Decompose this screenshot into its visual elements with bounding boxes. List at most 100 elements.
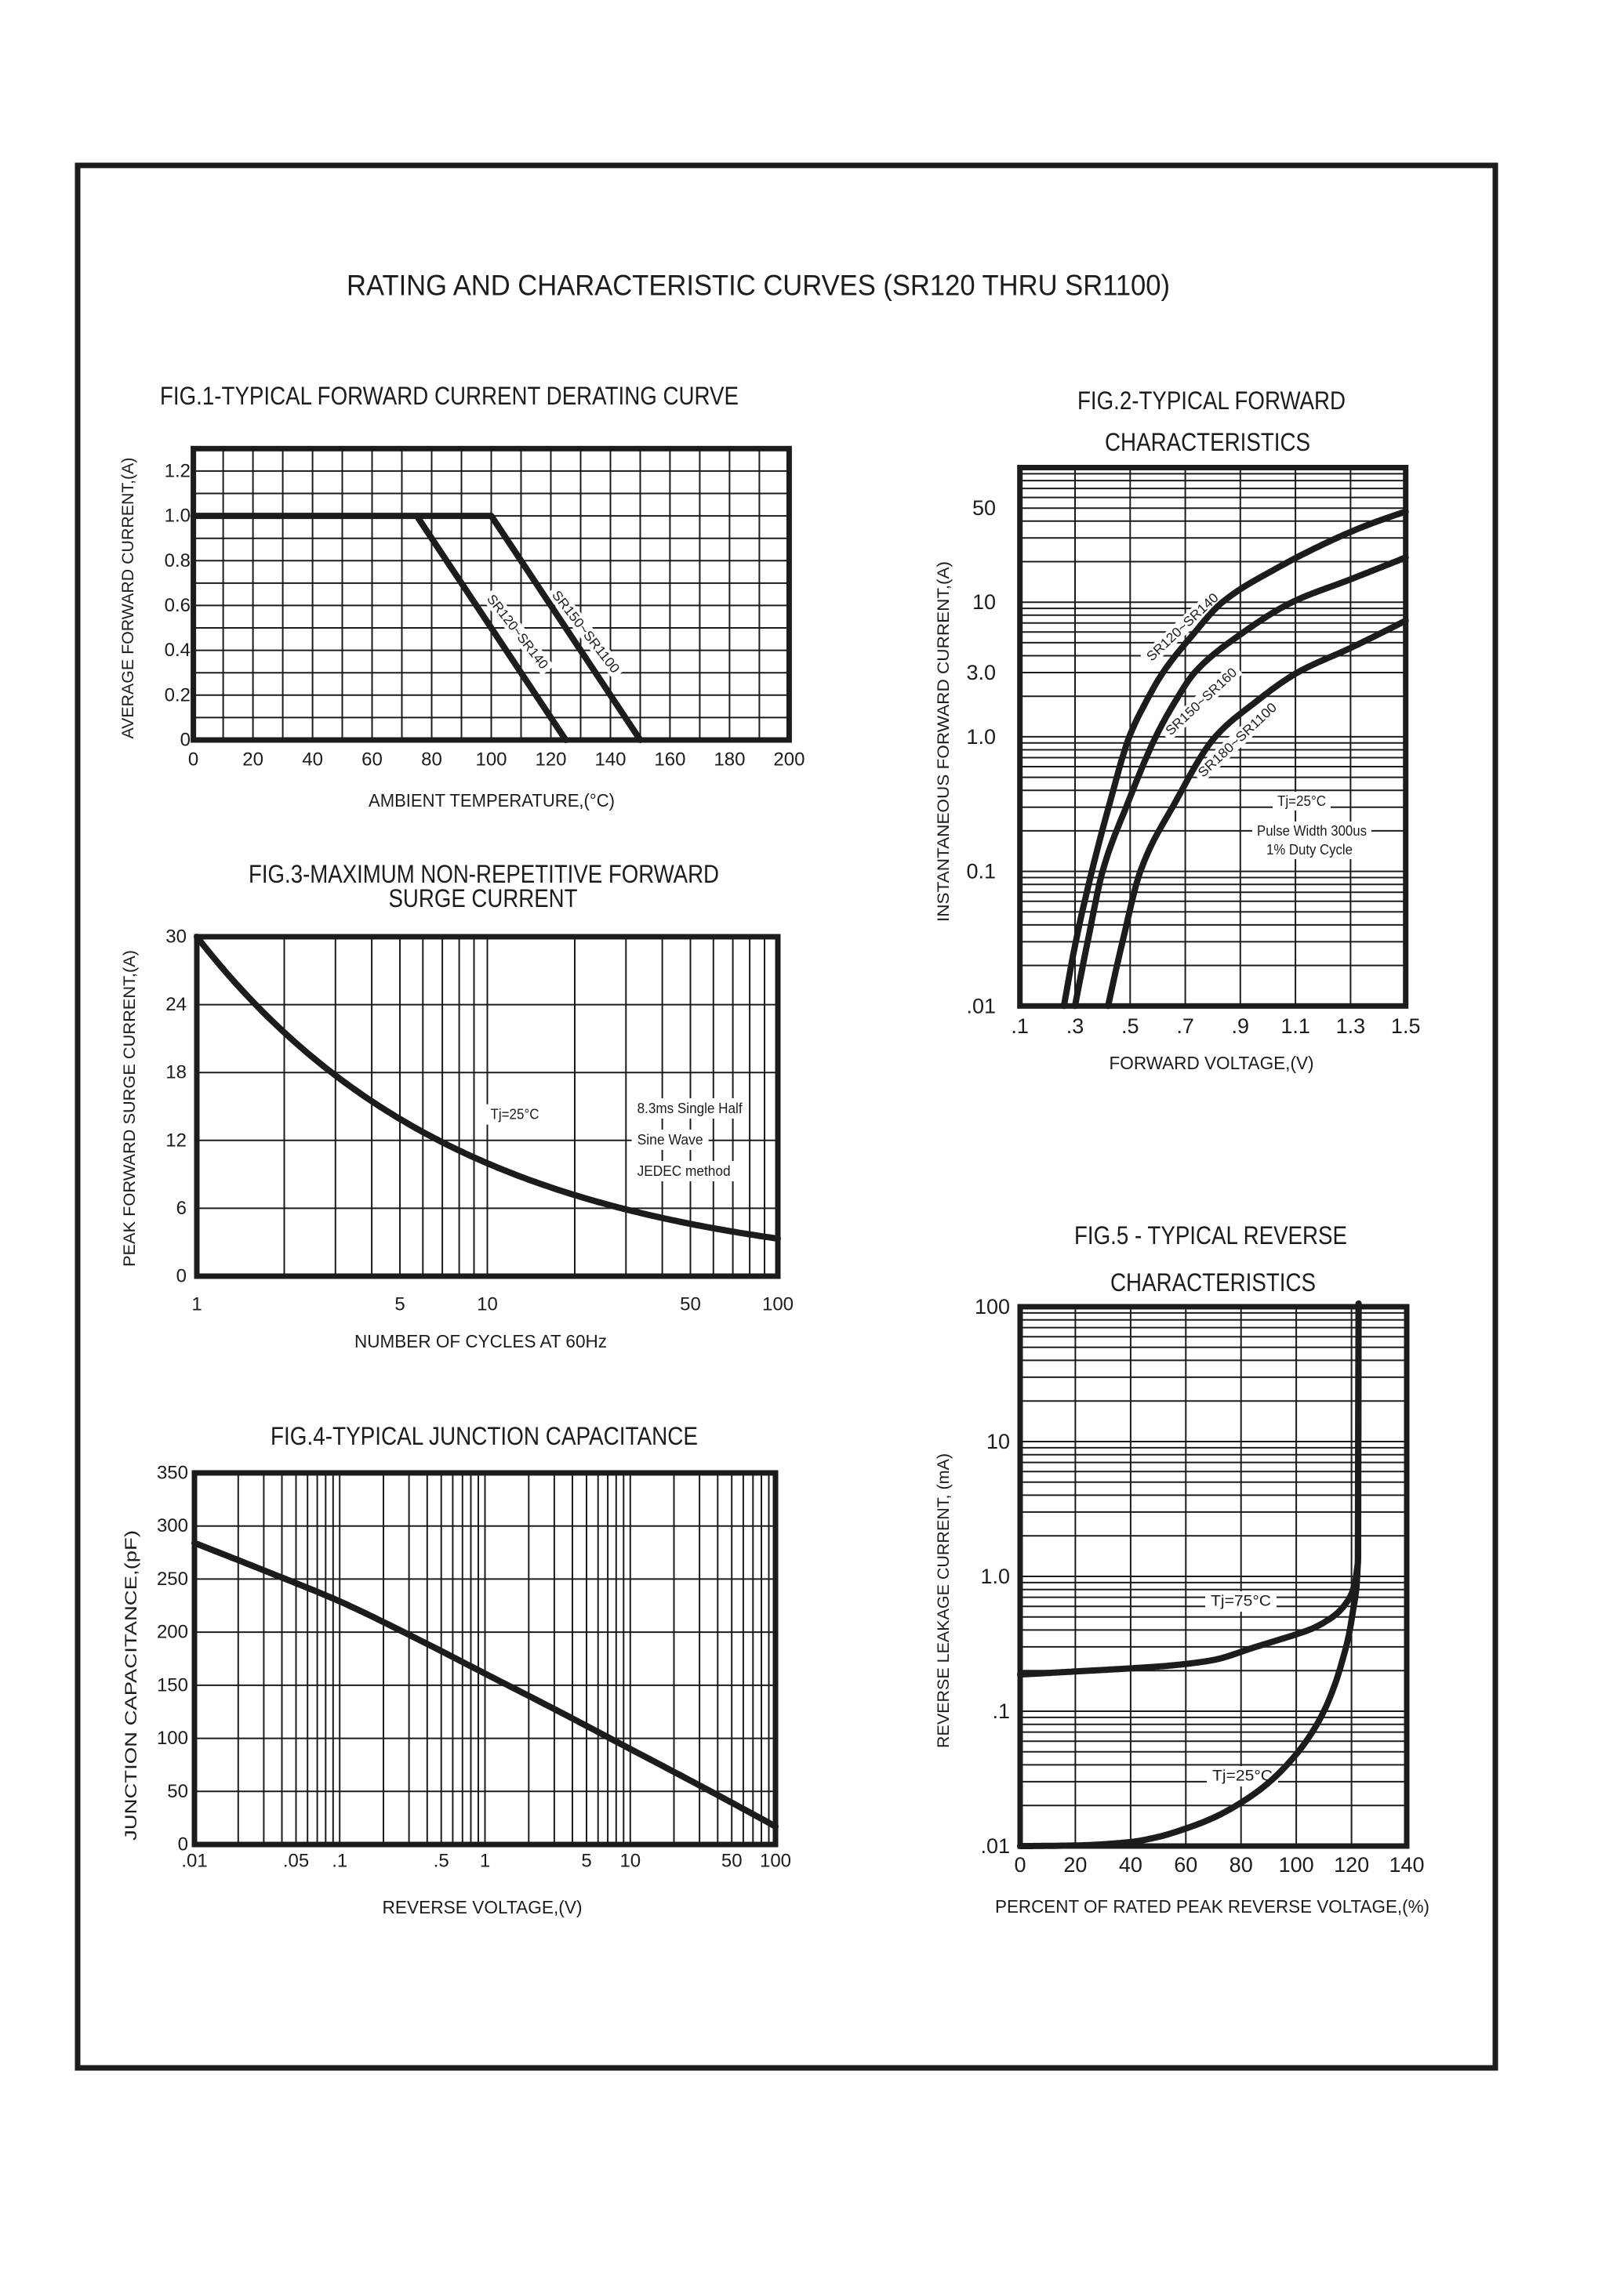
svg-text:40: 40 [1119, 1853, 1142, 1877]
svg-text:.3: .3 [1066, 1014, 1084, 1038]
svg-text:AMBIENT TEMPERATURE,(°C): AMBIENT TEMPERATURE,(°C) [369, 790, 615, 811]
svg-text:0: 0 [180, 730, 191, 751]
svg-text:1.5: 1.5 [1391, 1014, 1421, 1038]
svg-text:10: 10 [972, 590, 996, 614]
svg-text:140: 140 [1389, 1853, 1424, 1877]
svg-text:0.8: 0.8 [165, 550, 191, 571]
svg-text:0.1: 0.1 [966, 860, 996, 883]
svg-text:5: 5 [581, 1851, 591, 1872]
svg-text:24: 24 [165, 994, 187, 1015]
svg-text:60: 60 [361, 749, 383, 771]
svg-text:REVERSE VOLTAGE,(V): REVERSE VOLTAGE,(V) [383, 1897, 583, 1917]
svg-text:20: 20 [242, 749, 263, 771]
svg-text:30: 30 [165, 927, 187, 948]
svg-text:.1: .1 [992, 1699, 1010, 1723]
svg-text:160: 160 [654, 749, 685, 771]
svg-text:FIG.4-TYPICAL JUNCTION CAPACIT: FIG.4-TYPICAL JUNCTION CAPACITANCE [271, 1422, 698, 1450]
svg-text:1.2: 1.2 [165, 460, 191, 481]
svg-text:10: 10 [477, 1294, 498, 1315]
svg-text:300: 300 [157, 1515, 188, 1536]
svg-text:150: 150 [157, 1674, 188, 1696]
svg-text:6: 6 [176, 1198, 187, 1219]
svg-text:5: 5 [394, 1294, 405, 1315]
svg-text:.1: .1 [1011, 1014, 1029, 1038]
svg-text:1: 1 [480, 1851, 490, 1872]
svg-text:200: 200 [773, 749, 805, 771]
svg-text:250: 250 [157, 1569, 188, 1590]
svg-text:0: 0 [178, 1834, 188, 1855]
svg-text:80: 80 [421, 749, 442, 771]
svg-text:Sine Wave: Sine Wave [637, 1132, 703, 1148]
svg-text:120: 120 [1334, 1853, 1369, 1877]
svg-text:8.3ms Single Half: 8.3ms Single Half [637, 1101, 743, 1116]
svg-text:100: 100 [475, 749, 507, 771]
svg-text:50: 50 [972, 496, 996, 520]
svg-text:0.2: 0.2 [165, 684, 191, 705]
svg-text:NUMBER OF CYCLES AT 60Hz: NUMBER OF CYCLES AT 60Hz [354, 1331, 607, 1351]
svg-text:100: 100 [760, 1851, 791, 1872]
svg-text:CHARACTERISTICS: CHARACTERISTICS [1105, 428, 1310, 456]
svg-text:SR120~SR140: SR120~SR140 [1143, 590, 1221, 664]
svg-text:Tj=75°C: Tj=75°C [1211, 1594, 1271, 1610]
svg-text:FIG.1-TYPICAL FORWARD CURRENT: FIG.1-TYPICAL FORWARD CURRENT DERATING C… [160, 382, 739, 410]
svg-text:100: 100 [1279, 1853, 1314, 1877]
svg-text:350: 350 [157, 1463, 188, 1484]
svg-text:80: 80 [1230, 1853, 1253, 1877]
svg-text:Tj=25°C: Tj=25°C [1212, 1768, 1273, 1785]
svg-text:FIG.3-MAXIMUM NON-REPETITIVE F: FIG.3-MAXIMUM NON-REPETITIVE FORWARD [249, 860, 719, 888]
svg-text:.5: .5 [434, 1851, 449, 1872]
svg-text:FIG.5 - TYPICAL REVERSE: FIG.5 - TYPICAL REVERSE [1074, 1221, 1347, 1250]
svg-text:140: 140 [594, 749, 626, 771]
svg-text:1.0: 1.0 [980, 1565, 1010, 1588]
svg-text:FORWARD VOLTAGE,(V): FORWARD VOLTAGE,(V) [1110, 1053, 1314, 1073]
svg-text:10: 10 [986, 1430, 1010, 1453]
svg-text:50: 50 [680, 1294, 701, 1315]
svg-text:Pulse Width 300us: Pulse Width 300us [1257, 823, 1367, 839]
svg-text:SURGE CURRENT: SURGE CURRENT [389, 884, 578, 912]
svg-text:100: 100 [762, 1294, 794, 1315]
svg-text:INSTANTANEOUS FORWARD CURRENT,: INSTANTANEOUS FORWARD CURRENT,(A) [934, 561, 953, 922]
svg-text:3.0: 3.0 [966, 661, 996, 684]
svg-text:1: 1 [191, 1294, 202, 1315]
svg-text:Tj=25°C: Tj=25°C [491, 1107, 539, 1123]
svg-text:20: 20 [1063, 1853, 1087, 1877]
svg-text:JEDEC method: JEDEC method [637, 1163, 731, 1179]
svg-text:PEAK FORWARD SURGE CURRENT,(A): PEAK FORWARD SURGE CURRENT,(A) [120, 950, 139, 1267]
svg-text:RATING AND CHARACTERISTIC CURV: RATING AND CHARACTERISTIC CURVES (SR120 … [347, 270, 1170, 302]
svg-text:50: 50 [721, 1851, 743, 1872]
svg-text:10: 10 [619, 1851, 641, 1872]
svg-text:180: 180 [714, 749, 745, 771]
svg-text:Tj=25°C: Tj=25°C [1277, 793, 1326, 809]
svg-text:JUNCTION CAPACITANCE,(pF): JUNCTION CAPACITANCE,(pF) [122, 1530, 140, 1841]
svg-text:200: 200 [157, 1622, 188, 1643]
svg-text:0.6: 0.6 [165, 595, 191, 616]
svg-text:.01: .01 [181, 1851, 207, 1872]
svg-text:18: 18 [165, 1062, 187, 1083]
svg-text:1.0: 1.0 [966, 725, 996, 749]
svg-text:FIG.2-TYPICAL FORWARD: FIG.2-TYPICAL FORWARD [1077, 386, 1346, 415]
svg-text:12: 12 [165, 1130, 187, 1151]
svg-text:100: 100 [975, 1295, 1010, 1318]
svg-text:1% Duty Cycle: 1% Duty Cycle [1266, 842, 1353, 858]
svg-text:.9: .9 [1232, 1014, 1250, 1038]
svg-text:1.0: 1.0 [165, 506, 191, 527]
svg-text:.05: .05 [283, 1851, 309, 1872]
svg-text:40: 40 [302, 749, 323, 771]
svg-text:0: 0 [1014, 1853, 1026, 1877]
svg-text:0: 0 [188, 749, 198, 771]
svg-text:1.1: 1.1 [1280, 1014, 1310, 1038]
svg-text:.1: .1 [332, 1851, 347, 1872]
svg-text:AVERAGE FORWARD CURRENT,(A): AVERAGE FORWARD CURRENT,(A) [118, 458, 137, 739]
svg-text:SR180~SR1100: SR180~SR1100 [1195, 700, 1280, 781]
svg-text:0: 0 [176, 1266, 187, 1287]
svg-text:120: 120 [535, 749, 566, 771]
svg-text:.01: .01 [980, 1834, 1010, 1858]
svg-text:.7: .7 [1176, 1014, 1194, 1038]
svg-text:60: 60 [1174, 1853, 1197, 1877]
svg-text:50: 50 [167, 1781, 188, 1802]
svg-text:CHARACTERISTICS: CHARACTERISTICS [1110, 1268, 1316, 1297]
svg-text:1.3: 1.3 [1336, 1014, 1366, 1038]
svg-text:.5: .5 [1121, 1014, 1139, 1038]
svg-text:.01: .01 [966, 994, 996, 1017]
svg-text:100: 100 [157, 1728, 188, 1749]
